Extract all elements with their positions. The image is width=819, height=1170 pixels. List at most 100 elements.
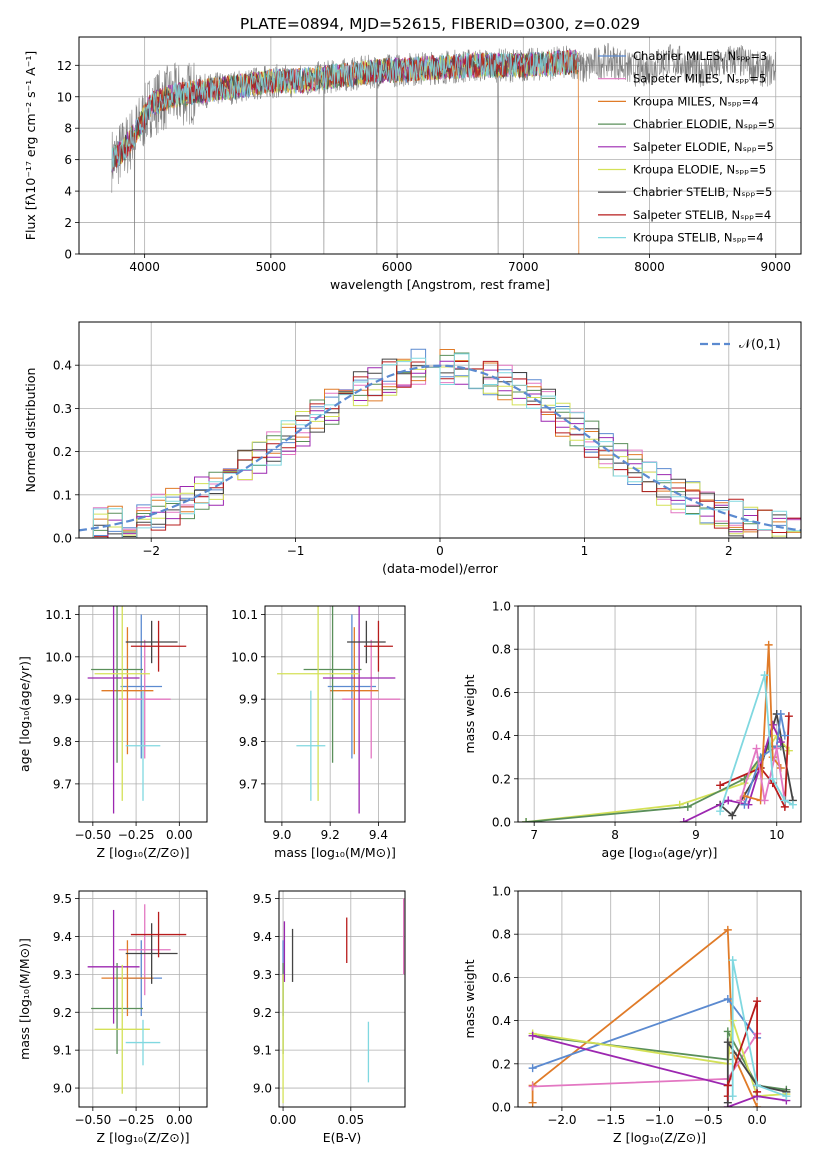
x-tick-label: −0.25 xyxy=(118,828,155,842)
y-tick-label: 10.0 xyxy=(45,650,72,664)
plot-area xyxy=(87,904,187,1094)
spectrum-panel: 4000 5000 6000 7000 8000 9000 0 2 4 6 8 10 12 wavelen… xyxy=(23,36,802,292)
weight-marker xyxy=(728,811,737,820)
y-tick-label: 0.6 xyxy=(492,971,511,985)
ebv-mass-panel: 0.00 0.05 9.0 9.1 9.2 9.3 9.4 9.5 E(B-V) xyxy=(253,890,406,1145)
age-weight-panel: 7 8 9 10 0.0 0.2 0.4 0.6 0.8 1.0 age [log₁₀(age/yr… xyxy=(462,600,802,860)
plot-frame xyxy=(78,605,208,823)
x-tick-label: 6000 xyxy=(382,260,413,274)
y-tick-label: 10.1 xyxy=(45,608,72,622)
legend-label: Chabrier STELIB, Nₛₚₚ=5 xyxy=(633,185,772,199)
z-age-panel: −0.50 −0.25 0.00 9.7 9.8 9.9 10.0 10.1 Z [log₁₀(… xyxy=(17,605,208,860)
y-tick-label: 1.0 xyxy=(492,885,511,899)
x-tick-label: 0 xyxy=(436,544,444,558)
y-tick-label: 4 xyxy=(64,185,72,199)
y-tick-label: 0.1 xyxy=(53,488,72,502)
weight-marker xyxy=(780,731,789,740)
plot-area xyxy=(111,42,776,254)
legend-label: Chabrier MILES, Nₛₚₚ=3 xyxy=(633,49,767,63)
plot-frame xyxy=(517,605,802,823)
x-tick-label: −0.25 xyxy=(118,1113,155,1127)
x-tick-label: 9.4 xyxy=(369,828,388,842)
plot-frame xyxy=(264,605,406,823)
y-axis-label: mass weight xyxy=(462,674,477,753)
x-tick-label: 1 xyxy=(581,544,589,558)
legend-label: Salpeter MILES, Nₛₚₚ=5 xyxy=(633,72,766,86)
y-axis-label: Flux [fλ10⁻¹⁷ erg cm⁻² s⁻¹ A⁻¹] xyxy=(23,51,38,240)
y-tick-label: 6 xyxy=(64,153,72,167)
legend-label: Kroupa MILES, Nₛₚₚ=4 xyxy=(633,94,759,108)
y-tick-label: 0.4 xyxy=(492,729,511,743)
x-axis-label: Z [log₁₀(Z/Z⊙)] xyxy=(613,1130,706,1145)
x-tick-label: 0.00 xyxy=(270,1113,297,1127)
model-spectrum-line xyxy=(111,49,579,173)
weight-marker xyxy=(724,796,733,805)
x-axis-label: wavelength [Angstrom, rest frame] xyxy=(330,277,550,292)
weight-marker xyxy=(522,818,531,822)
x-tick-label: −0.50 xyxy=(74,828,111,842)
y-tick-label: 8 xyxy=(64,122,72,136)
y-tick-label: 0.0 xyxy=(492,1101,511,1115)
x-tick-label: 0.00 xyxy=(166,1113,193,1127)
plot-area xyxy=(79,348,801,538)
weight-marker xyxy=(788,800,797,809)
x-axis-label: Z [log₁₀(Z/Z⊙)] xyxy=(97,845,190,860)
weight-marker xyxy=(728,956,737,965)
x-tick-label: −1.0 xyxy=(645,1113,674,1127)
legend-label: Salpeter STELIB, Nₛₚₚ=4 xyxy=(633,208,771,222)
y-tick-label: 9.7 xyxy=(53,777,72,791)
y-tick-label: 0.8 xyxy=(492,928,511,942)
weight-marker xyxy=(760,796,769,805)
spectrum-legend: Chabrier MILES, Nₛₚₚ=3 Salpeter MILES, Nₛ… xyxy=(598,49,775,245)
x-tick-label: −2 xyxy=(142,544,160,558)
weight-marker xyxy=(723,1081,732,1090)
weight-marker xyxy=(760,671,769,680)
y-tick-label: 0.2 xyxy=(492,1057,511,1071)
weight-marker xyxy=(683,802,692,811)
weight-marker xyxy=(753,1081,762,1090)
weight-line xyxy=(532,1034,787,1107)
plot-area xyxy=(87,606,187,814)
weight-marker xyxy=(782,1092,791,1101)
weight-marker xyxy=(740,800,749,809)
plot-area xyxy=(522,640,797,822)
x-tick-label: 0.0 xyxy=(748,1113,767,1127)
y-tick-label: 0.0 xyxy=(492,816,511,830)
weight-marker xyxy=(764,640,773,649)
x-tick-label: 9.0 xyxy=(272,828,291,842)
weight-marker xyxy=(780,796,789,805)
y-tick-label: 10.1 xyxy=(231,608,258,622)
weight-marker xyxy=(528,1082,537,1091)
x-axis-label: Z [log₁₀(Z/Z⊙)] xyxy=(97,1130,190,1145)
weight-line xyxy=(731,959,787,1098)
weight-marker xyxy=(723,925,732,934)
y-tick-label: 2 xyxy=(64,216,72,230)
legend-label: 𝒩(0,1) xyxy=(739,336,781,351)
y-axis-label: age [log₁₀(age/yr)] xyxy=(17,656,32,772)
weight-marker xyxy=(723,1027,732,1036)
y-tick-label: 9.2 xyxy=(253,1006,272,1020)
plot-frame xyxy=(278,890,406,1108)
residuals-panel: −2 −1 0 1 2 0.0 0.1 0.2 0.3 0.4 (data-model)/error… xyxy=(23,321,802,576)
x-tick-label: 0.05 xyxy=(337,1113,364,1127)
legend-label: Kroupa ELODIE, Nₛₚₚ=5 xyxy=(633,163,766,177)
weight-marker xyxy=(528,1064,537,1073)
x-tick-label: 7000 xyxy=(508,260,539,274)
y-tick-label: 0.4 xyxy=(53,359,72,373)
y-tick-label: 0.3 xyxy=(53,402,72,416)
weight-marker xyxy=(784,746,793,755)
y-tick-label: 9.5 xyxy=(253,892,272,906)
x-tick-label: 5000 xyxy=(256,260,287,274)
x-tick-label: 0.00 xyxy=(166,828,193,842)
x-axis-label: (data-model)/error xyxy=(382,561,499,576)
plot-frame xyxy=(78,890,208,1108)
y-tick-label: 10 xyxy=(57,90,72,104)
y-tick-label: 9.3 xyxy=(53,968,72,982)
x-tick-label: 9000 xyxy=(760,260,791,274)
weight-marker xyxy=(528,1031,537,1040)
y-tick-label: 0.2 xyxy=(53,445,72,459)
weight-marker xyxy=(736,796,745,805)
x-axis-label: mass [log₁₀(M/M⊙)] xyxy=(274,845,396,860)
weight-marker xyxy=(679,818,688,822)
